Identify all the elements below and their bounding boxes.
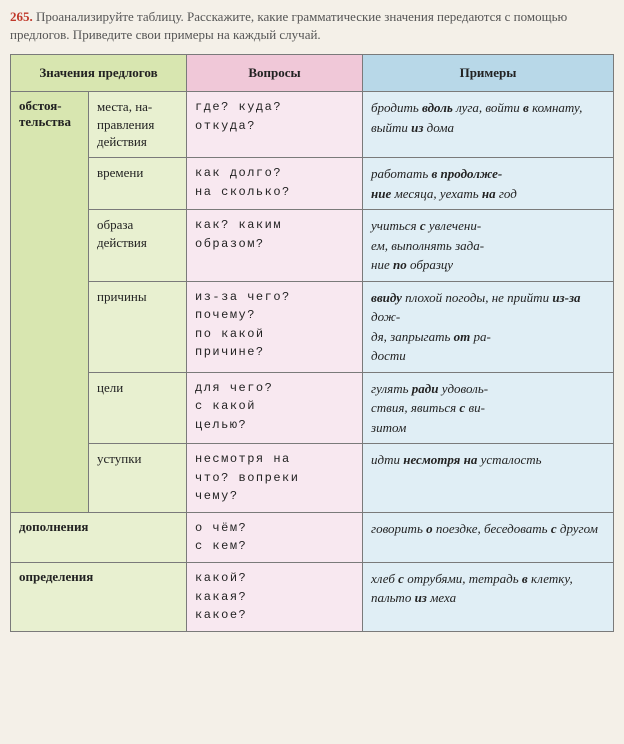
category-opredeleniya: определения <box>11 562 187 631</box>
q-time: как долго?на сколько? <box>187 158 363 210</box>
header-meaning: Значения предлогов <box>11 55 187 92</box>
ex-opr: хлеб с отрубями, тетрадь в клетку, пальт… <box>363 562 614 631</box>
row-concession: уступки несмотря начто? вопрекичему? идт… <box>11 444 614 513</box>
q-place: где? куда?откуда? <box>187 92 363 158</box>
header-examples: Примеры <box>363 55 614 92</box>
sub-purpose: цели <box>89 372 187 444</box>
category-dopolneniya: дополнения <box>11 512 187 562</box>
q-concession: несмотря начто? вопрекичему? <box>187 444 363 513</box>
sub-manner: образадействия <box>89 210 187 282</box>
sub-place: места, на-правлениядействия <box>89 92 187 158</box>
header-questions: Вопросы <box>187 55 363 92</box>
header-row: Значения предлогов Вопросы Примеры <box>11 55 614 92</box>
row-manner: образадействия как? какимобразом? учитьс… <box>11 210 614 282</box>
row-place: обстоя-тельства места, на-правлениядейст… <box>11 92 614 158</box>
ex-cause: ввиду плохой погоды, не прийти из-за дож… <box>363 281 614 372</box>
task-body: Проанализируйте таблицу. Расскажите, как… <box>10 9 567 42</box>
sub-cause: причины <box>89 281 187 372</box>
row-cause: причины из-за чего?почему?по какойпричин… <box>11 281 614 372</box>
ex-purpose: гулять ради удоволь-ствия, явиться с ви-… <box>363 372 614 444</box>
sub-concession: уступки <box>89 444 187 513</box>
q-dop: о чём?с кем? <box>187 512 363 562</box>
ex-concession: идти несмотря на усталость <box>363 444 614 513</box>
task-number: 265. <box>10 9 33 24</box>
ex-time: работать в продолже-ние месяца, уехать н… <box>363 158 614 210</box>
sub-time: времени <box>89 158 187 210</box>
row-dopolneniya: дополнения о чём?с кем? говорить о поезд… <box>11 512 614 562</box>
row-purpose: цели для чего?с какойцелью? гулять ради … <box>11 372 614 444</box>
task-instruction: 265. Проанализируйте таблицу. Расскажите… <box>10 8 614 44</box>
ex-dop: говорить о поездке, беседовать с другом <box>363 512 614 562</box>
prepositions-table: Значения предлогов Вопросы Примеры обсто… <box>10 54 614 631</box>
q-manner: как? какимобразом? <box>187 210 363 282</box>
row-time: времени как долго?на сколько? работать в… <box>11 158 614 210</box>
q-cause: из-за чего?почему?по какойпричине? <box>187 281 363 372</box>
q-purpose: для чего?с какойцелью? <box>187 372 363 444</box>
q-opr: какой?какая?какое? <box>187 562 363 631</box>
ex-place: бродить вдоль луга, войти в комнату, вый… <box>363 92 614 158</box>
ex-manner: учиться с увлечени-ем, выполнять зада-ни… <box>363 210 614 282</box>
row-opredeleniya: определения какой?какая?какое? хлеб с от… <box>11 562 614 631</box>
category-obstoyatelstva: обстоя-тельства <box>11 92 89 512</box>
